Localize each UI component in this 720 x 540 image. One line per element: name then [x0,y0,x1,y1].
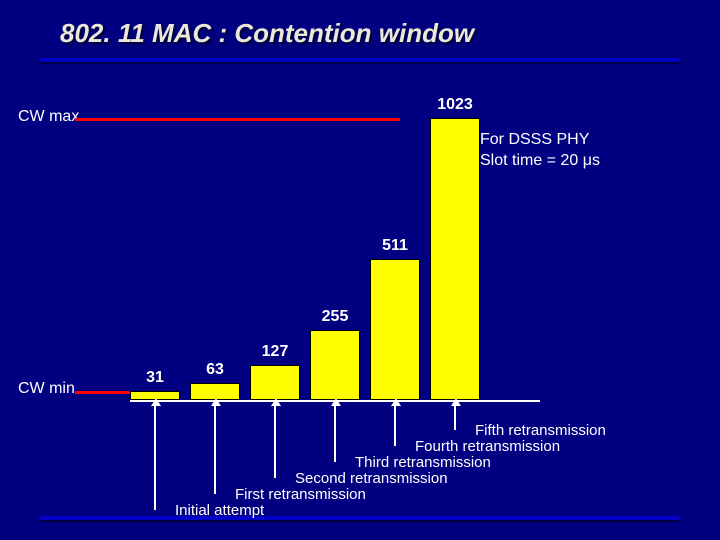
arrow-head-icon [391,398,401,406]
bar-value-label: 31 [146,369,164,387]
cw-max-line [75,118,400,121]
phy-note-line2: Slot time = 20 μs [480,152,600,169]
retransmission-label: Initial attempt [175,502,264,519]
arrow-head-icon [151,398,161,406]
cw-max-label: CW max [18,108,79,126]
bar-value-label: 255 [322,308,349,326]
bar-value-label: 63 [206,361,224,379]
bar [250,365,300,400]
arrow-head-icon [211,398,221,406]
arrow-line [394,404,396,446]
bar-value-label: 127 [262,343,289,361]
arrow-line [274,404,276,478]
arrow-line [214,404,216,494]
retransmission-label: Fifth retransmission [475,422,606,439]
retransmission-label: Second retransmission [295,470,448,487]
rule-bottom [40,516,680,520]
retransmission-label: First retransmission [235,486,366,503]
arrow-line [334,404,336,462]
slide-title: 802. 11 MAC : Contention window [60,18,474,49]
arrow-line [154,404,156,510]
bar-value-label: 511 [382,237,408,255]
bar-value-label: 1023 [437,96,473,114]
bar [370,259,420,400]
bar [430,118,480,400]
arrow-head-icon [451,398,461,406]
cw-min-label: CW min [18,380,75,398]
rule-top [40,58,680,62]
cw-min-line [75,391,130,394]
phy-note-line1: For DSSS PHY [480,131,589,148]
phy-note: For DSSS PHY Slot time = 20 μs [480,130,600,172]
retransmission-label: Fourth retransmission [415,438,560,455]
arrow-line [454,404,456,430]
retransmission-label: Third retransmission [355,454,491,471]
arrow-head-icon [271,398,281,406]
bar [310,330,360,400]
arrow-head-icon [331,398,341,406]
